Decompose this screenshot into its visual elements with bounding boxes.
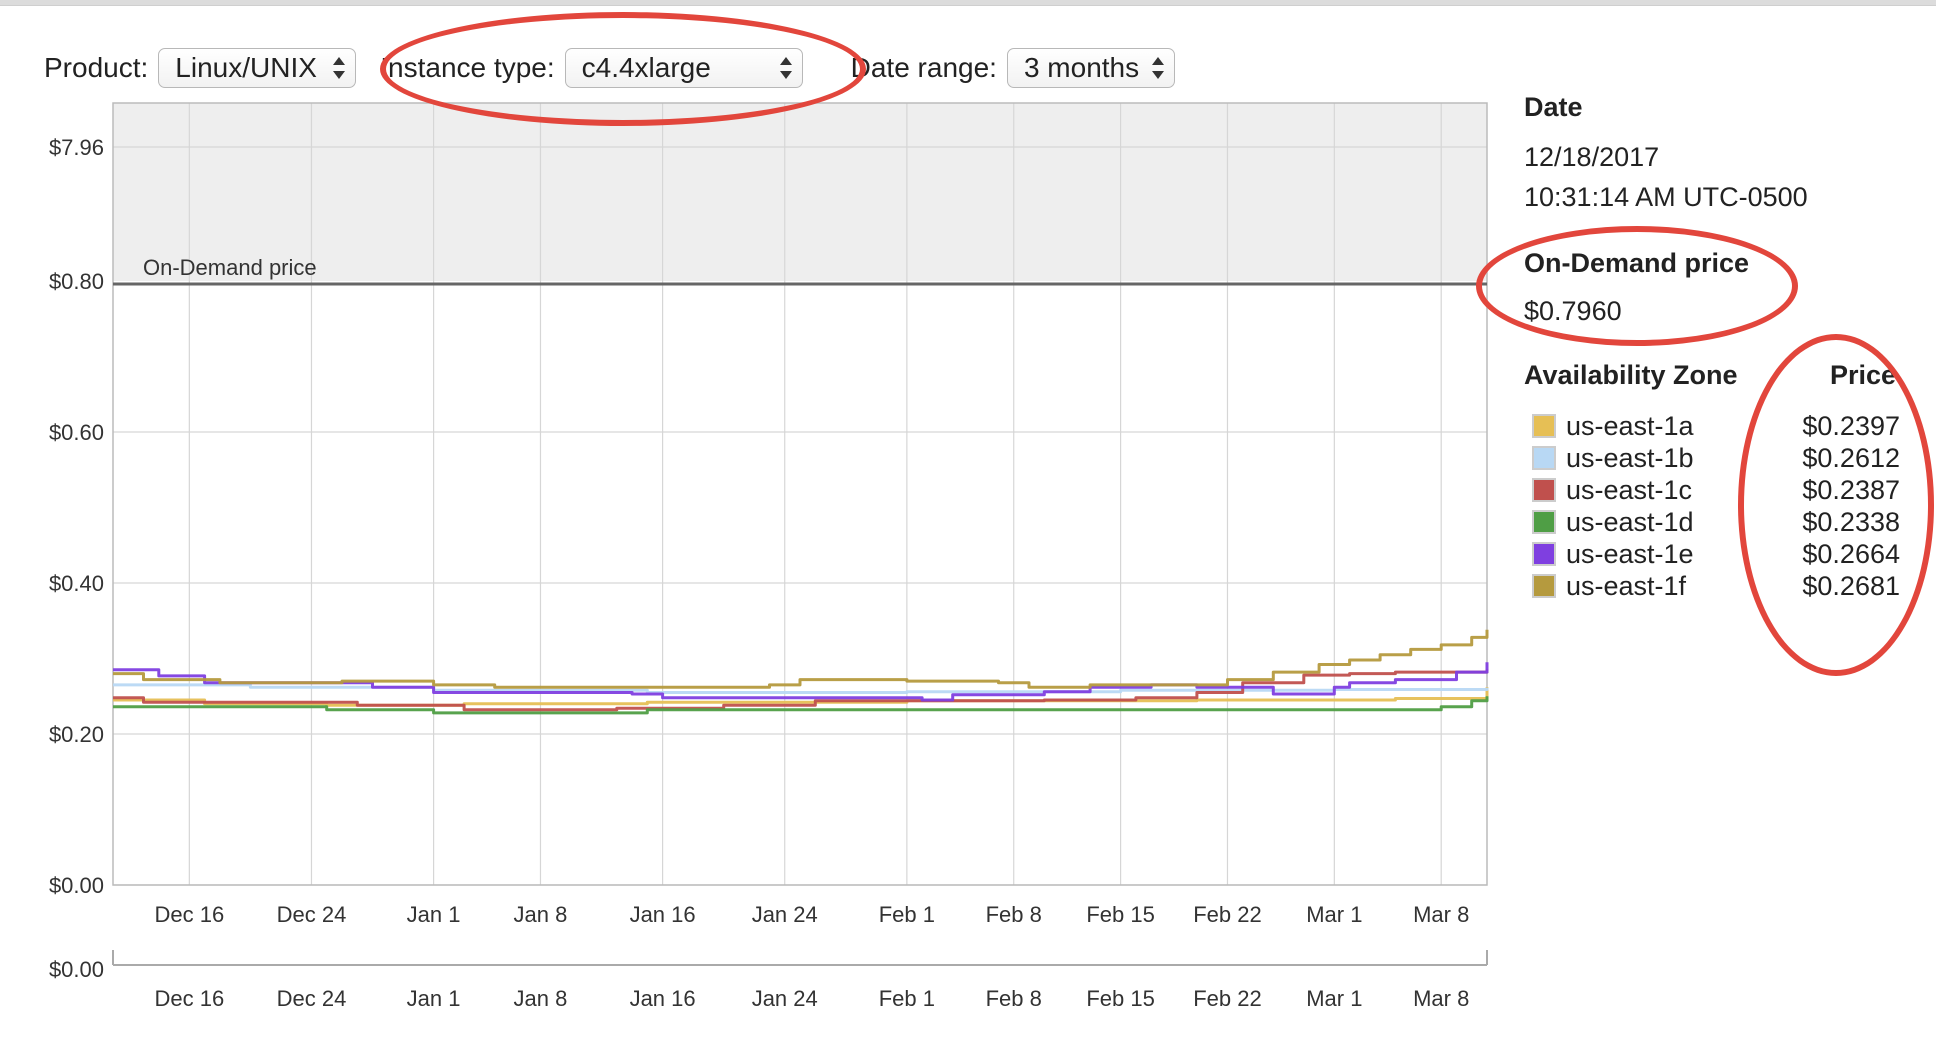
navigator-x-axis-labels: Dec 16 Dec 24 Jan 1 Jan 8 Jan 16 Jan 24 Feb 1 F… bbox=[154, 986, 1469, 1011]
series-line-us-east-1e bbox=[113, 662, 1489, 702]
date-range-label: Date range: bbox=[850, 52, 997, 83]
navigator-x-tick-label: Jan 24 bbox=[752, 986, 818, 1011]
instance-type-label: Instance type: bbox=[380, 52, 555, 83]
legend-swatch bbox=[1532, 574, 1556, 598]
navigator-x-tick-label: Mar 1 bbox=[1306, 986, 1362, 1011]
x-tick-label: Jan 8 bbox=[514, 902, 568, 927]
x-tick-label: Jan 24 bbox=[752, 902, 818, 927]
navigator-x-tick-label: Jan 8 bbox=[514, 986, 568, 1011]
product-select-value: Linux/UNIX bbox=[175, 52, 317, 83]
zone-price: $0.2397 bbox=[1802, 410, 1900, 441]
legend-swatch bbox=[1532, 414, 1556, 438]
zone-price: $0.2664 bbox=[1802, 538, 1900, 569]
product-select[interactable]: Linux/UNIX bbox=[158, 48, 357, 88]
y-axis-labels: $7.96 $0.80 $0.60 $0.40 $0.20 $0.00 bbox=[49, 135, 104, 898]
zone-name: us-east-1b bbox=[1566, 442, 1694, 473]
zone-row: us-east-1e $0.2664 bbox=[1532, 536, 1910, 572]
vertical-grid bbox=[188, 103, 1442, 885]
zone-table-header: Availability Zone Price bbox=[1524, 360, 1896, 391]
annotation-oval-ondemand-price bbox=[1476, 226, 1798, 346]
select-arrows-icon bbox=[779, 54, 792, 82]
navigator-x-tick-label: Feb 15 bbox=[1086, 986, 1155, 1011]
zone-name: us-east-1d bbox=[1566, 506, 1694, 537]
zone-name: us-east-1a bbox=[1566, 410, 1694, 441]
navigator-x-tick-label: Feb 8 bbox=[986, 986, 1042, 1011]
x-tick-label: Feb 15 bbox=[1086, 902, 1155, 927]
y-tick-label: $0.80 bbox=[49, 269, 104, 294]
series-line-us-east-1f bbox=[113, 629, 1489, 689]
instance-type-select[interactable]: c4.4xlarge bbox=[564, 48, 803, 88]
x-tick-label: Dec 16 bbox=[154, 902, 224, 927]
navigator-x-tick-label: Jan 1 bbox=[407, 986, 461, 1011]
plot-border bbox=[112, 102, 1488, 886]
filter-controls: Product: Linux/UNIX Instance type: c4.4x… bbox=[44, 46, 1175, 90]
date-range-select[interactable]: 3 months bbox=[1006, 48, 1175, 88]
x-tick-label: Mar 8 bbox=[1413, 902, 1469, 927]
ondemand-value: $0.7960 bbox=[1524, 296, 1622, 326]
select-arrows-icon bbox=[1151, 54, 1164, 82]
date-heading: Date bbox=[1524, 92, 1583, 122]
zone-price: $0.2338 bbox=[1802, 506, 1900, 537]
x-tick-label: Jan 16 bbox=[630, 902, 696, 927]
legend-swatch bbox=[1532, 446, 1556, 470]
ondemand-shaded-band bbox=[113, 103, 1487, 281]
zone-row: us-east-1f $0.2681 bbox=[1532, 568, 1910, 604]
instance-type-select-value: c4.4xlarge bbox=[581, 52, 711, 83]
zone-name: us-east-1f bbox=[1566, 570, 1687, 601]
zone-price: $0.2681 bbox=[1802, 570, 1900, 601]
zone-row: us-east-1d $0.2338 bbox=[1532, 504, 1910, 540]
x-tick-label: Mar 1 bbox=[1306, 902, 1362, 927]
price-chart[interactable]: On-Demand price $7.96 $0.80 $0.60 $0.40 $0.2… bbox=[0, 95, 1500, 1035]
legend-swatch bbox=[1532, 542, 1556, 566]
date-range-select-value: 3 months bbox=[1023, 52, 1140, 83]
legend-swatch bbox=[1532, 510, 1556, 534]
y-tick-label: $7.96 bbox=[49, 135, 104, 160]
time-value: 10:31:14 AM UTC-0500 bbox=[1524, 182, 1808, 212]
y-tick-label: $0.60 bbox=[49, 420, 104, 445]
x-tick-label: Feb 1 bbox=[879, 902, 935, 927]
navigator-y-label: $0.00 bbox=[49, 957, 104, 982]
navigator[interactable]: $0.00 Dec 16 Dec 24 Jan 1 Jan 8 Jan 16 Jan 24… bbox=[49, 950, 1488, 1011]
legend-swatch bbox=[1532, 478, 1556, 502]
select-arrows-icon bbox=[333, 54, 346, 82]
x-tick-label: Dec 24 bbox=[277, 902, 347, 927]
navigator-x-tick-label: Mar 8 bbox=[1413, 986, 1469, 1011]
navigator-x-tick-label: Jan 16 bbox=[630, 986, 696, 1011]
series-lines bbox=[113, 629, 1489, 715]
availability-zone-heading: Availability Zone bbox=[1524, 360, 1738, 390]
navigator-x-tick-label: Feb 1 bbox=[879, 986, 935, 1011]
x-tick-label: Feb 8 bbox=[986, 902, 1042, 927]
zone-row: us-east-1b $0.2612 bbox=[1532, 440, 1910, 476]
navigator-x-tick-label: Dec 24 bbox=[277, 986, 347, 1011]
product-label: Product: bbox=[44, 52, 149, 83]
series-line-us-east-1d bbox=[113, 696, 1489, 715]
series-line-us-east-1c bbox=[113, 669, 1489, 712]
x-tick-label: Jan 1 bbox=[407, 902, 461, 927]
ondemand-price-label: On-Demand price bbox=[143, 255, 317, 280]
ondemand-heading: On-Demand price bbox=[1524, 248, 1750, 278]
date-value: 12/18/2017 bbox=[1524, 142, 1660, 172]
y-tick-label: $0.40 bbox=[49, 571, 104, 596]
zone-name: us-east-1e bbox=[1566, 538, 1694, 569]
y-tick-label: $0.00 bbox=[49, 873, 104, 898]
zone-name: us-east-1c bbox=[1566, 474, 1693, 505]
x-axis-labels: Dec 16 Dec 24 Jan 1 Jan 8 Jan 16 Jan 24 Feb 1 F… bbox=[154, 902, 1469, 927]
price-heading: Price bbox=[1829, 360, 1896, 390]
top-border bbox=[0, 0, 1936, 6]
navigator-x-tick-label: Dec 16 bbox=[154, 986, 224, 1011]
y-tick-label: $0.20 bbox=[49, 722, 104, 747]
zone-row: us-east-1a $0.2397 bbox=[1532, 408, 1910, 444]
zone-price: $0.2387 bbox=[1802, 474, 1900, 505]
zone-row: us-east-1c $0.2387 bbox=[1532, 472, 1910, 508]
zone-price: $0.2612 bbox=[1802, 442, 1900, 473]
x-tick-label: Feb 22 bbox=[1193, 902, 1262, 927]
navigator-x-tick-label: Feb 22 bbox=[1193, 986, 1262, 1011]
